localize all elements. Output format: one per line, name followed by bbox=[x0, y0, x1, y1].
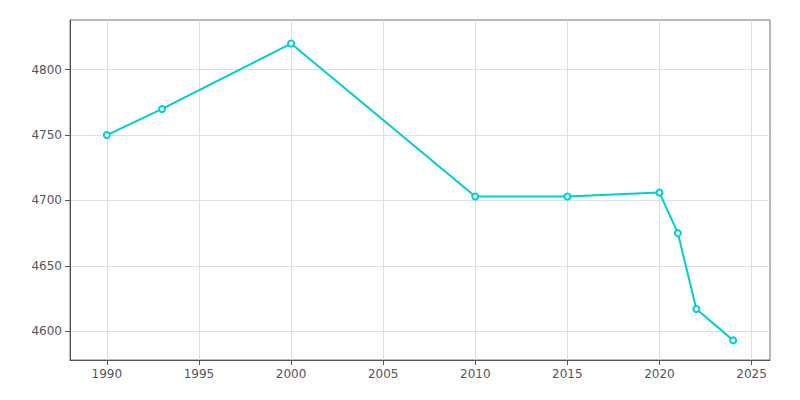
svg-text:1995: 1995 bbox=[184, 367, 215, 381]
svg-text:4700: 4700 bbox=[31, 193, 62, 207]
svg-text:4750: 4750 bbox=[31, 128, 62, 142]
svg-text:4650: 4650 bbox=[31, 259, 62, 273]
svg-text:4800: 4800 bbox=[31, 63, 62, 77]
svg-text:2025: 2025 bbox=[736, 367, 767, 381]
svg-text:2020: 2020 bbox=[644, 367, 675, 381]
svg-text:2010: 2010 bbox=[460, 367, 491, 381]
svg-text:1990: 1990 bbox=[92, 367, 123, 381]
svg-text:2015: 2015 bbox=[552, 367, 583, 381]
svg-text:2000: 2000 bbox=[276, 367, 307, 381]
svg-text:4600: 4600 bbox=[31, 324, 62, 338]
svg-text:2005: 2005 bbox=[368, 367, 399, 381]
